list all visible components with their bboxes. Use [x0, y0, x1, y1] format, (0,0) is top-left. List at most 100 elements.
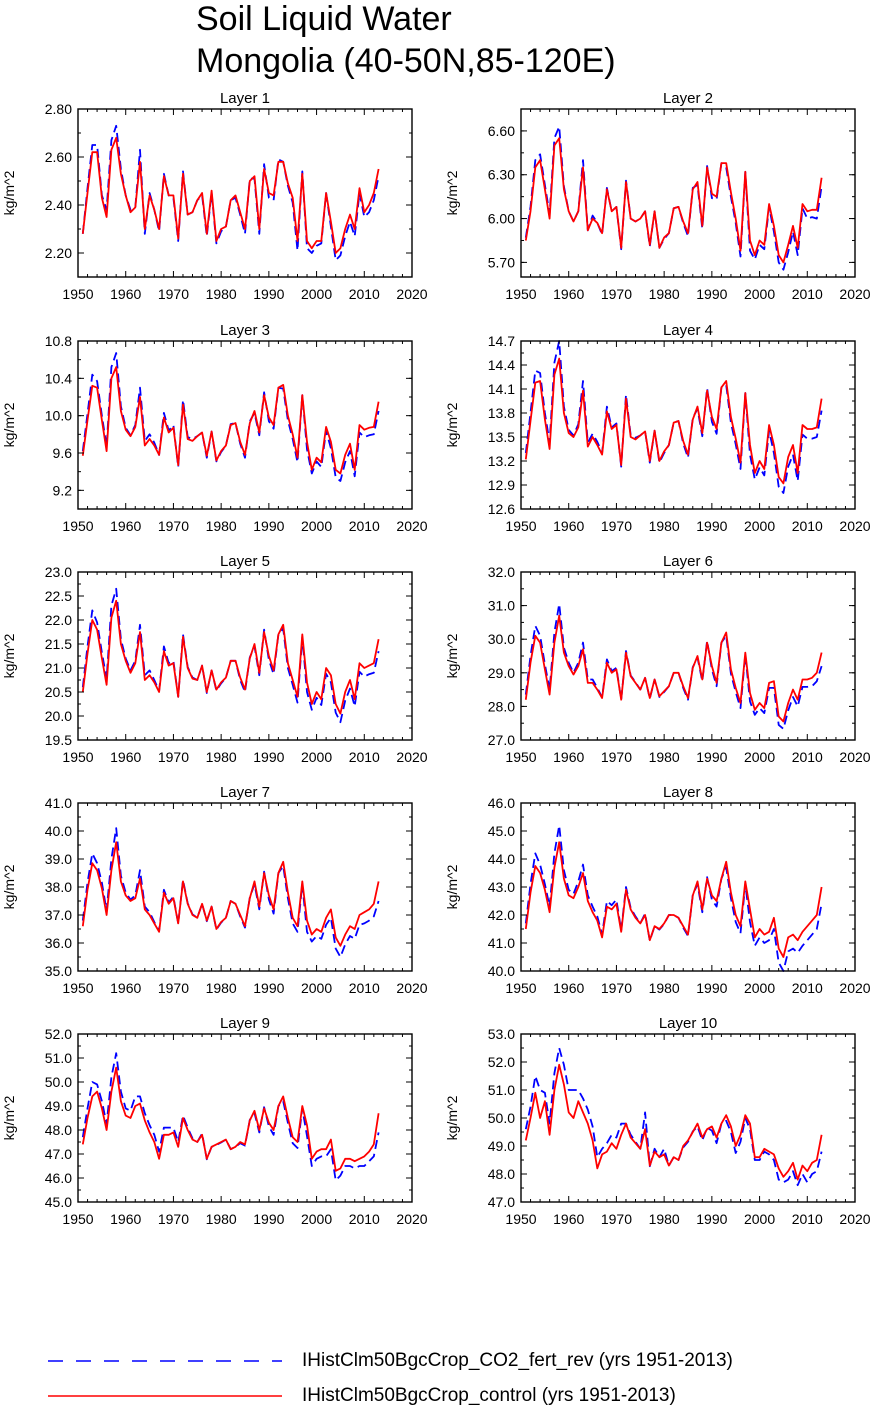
chart-panel-7: Layer 7 kg/m^2 1950 1960 1970 1980 1990 2000 201…: [1, 784, 428, 996]
y-tick-label: 49.0: [45, 1098, 72, 1114]
y-axis-label: kg/m^2: [1, 402, 17, 447]
y-axis-label: kg/m^2: [1, 1095, 17, 1140]
y-axis-label: kg/m^2: [1, 170, 17, 215]
y-tick-label: 41.0: [45, 795, 72, 811]
x-tick-label: 2000: [744, 286, 775, 302]
y-tick-label: 14.7: [488, 333, 515, 349]
y-tick-label: 40.0: [488, 963, 515, 979]
x-tick-label: 1950: [62, 518, 93, 534]
chart-panels: Layer 1 kg/m^2 1950 1960 1970 1980 1990 2000 201…: [1, 90, 871, 1227]
x-tick-label: 1970: [158, 286, 189, 302]
y-tick-label: 20.0: [45, 708, 72, 724]
x-tick-label: 2010: [349, 286, 380, 302]
x-tick-label: 1970: [601, 518, 632, 534]
panel-title: Layer 5: [220, 553, 270, 570]
x-tick-label: 1970: [601, 749, 632, 765]
y-tick-label: 45.0: [488, 823, 515, 839]
x-tick-label: 2010: [349, 980, 380, 996]
y-tick-label: 22.0: [45, 612, 72, 628]
x-tick-label: 2000: [744, 1211, 775, 1227]
y-tick-label: 10.4: [45, 370, 72, 386]
y-tick-label: 51.0: [488, 1082, 515, 1098]
x-tick-label: 1960: [553, 980, 584, 996]
x-tick-label: 2020: [396, 518, 427, 534]
legend-label-control: IHistClm50BgcCrop_control (yrs 1951-2013…: [302, 1385, 676, 1406]
series-co2-fert-rev: [81, 587, 380, 724]
x-tick-label: 2020: [396, 749, 427, 765]
plot-frame: [520, 802, 856, 972]
legend-label-co2-fert-rev: IHistClm50BgcCrop_CO2_fert_rev (yrs 1951…: [302, 1350, 733, 1371]
x-tick-label: 1950: [62, 1211, 93, 1227]
chart-panel-5: Layer 5 kg/m^2 1950 1960 1970 1980 1990 2000 201…: [1, 553, 428, 765]
series-control: [524, 614, 823, 723]
y-tick-label: 12.9: [488, 477, 515, 493]
x-tick-label: 1970: [601, 1211, 632, 1227]
x-tick-label: 1980: [206, 518, 237, 534]
chart-panel-1: Layer 1 kg/m^2 1950 1960 1970 1980 1990 2000 201…: [1, 90, 428, 302]
y-tick-label: 23.0: [45, 564, 72, 580]
panel-title: Layer 2: [663, 90, 713, 107]
y-tick-label: 38.0: [45, 879, 72, 895]
y-tick-label: 21.0: [45, 660, 72, 676]
y-tick-label: 22.5: [45, 588, 72, 604]
x-tick-label: 1950: [505, 980, 536, 996]
x-tick-label: 1990: [696, 1211, 727, 1227]
y-tick-label: 44.0: [488, 851, 515, 867]
series-control: [81, 599, 380, 715]
x-tick-label: 1970: [158, 518, 189, 534]
series-control: [524, 357, 823, 485]
y-tick-label: 2.40: [45, 197, 72, 213]
x-tick-label: 2010: [792, 518, 823, 534]
chart-title-line1: Soil Liquid Water: [196, 0, 452, 38]
x-tick-label: 1970: [158, 749, 189, 765]
panel-title: Layer 9: [220, 1015, 270, 1032]
x-tick-label: 2000: [301, 980, 332, 996]
x-tick-label: 2010: [792, 286, 823, 302]
x-tick-label: 2000: [301, 518, 332, 534]
x-tick-label: 1990: [253, 286, 284, 302]
x-tick-label: 1980: [649, 518, 680, 534]
y-tick-label: 9.2: [53, 482, 73, 498]
y-tick-label: 2.80: [45, 101, 72, 117]
y-tick-label: 50.0: [488, 1110, 515, 1126]
x-tick-label: 1980: [206, 286, 237, 302]
panel-title: Layer 8: [663, 784, 713, 801]
panel-title: Layer 1: [220, 90, 270, 107]
plot-frame: [77, 1033, 413, 1203]
x-tick-label: 1970: [601, 980, 632, 996]
y-tick-label: 13.5: [488, 429, 515, 445]
x-tick-label: 2020: [839, 518, 870, 534]
chart-panel-3: Layer 3 kg/m^2 1950 1960 1970 1980 1990 2000 201…: [1, 322, 428, 534]
x-tick-label: 2010: [349, 1211, 380, 1227]
y-tick-label: 21.5: [45, 636, 72, 652]
y-tick-label: 48.0: [45, 1122, 72, 1138]
y-axis-label: kg/m^2: [444, 170, 460, 215]
series-co2-fert-rev: [524, 824, 823, 972]
y-tick-label: 52.0: [488, 1054, 515, 1070]
x-tick-label: 1990: [253, 749, 284, 765]
x-tick-label: 1970: [158, 1211, 189, 1227]
x-tick-label: 2000: [301, 749, 332, 765]
series-co2-fert-rev: [524, 1047, 823, 1187]
plot-frame: [520, 571, 856, 741]
legend: [48, 1360, 282, 1397]
y-tick-label: 35.0: [45, 963, 72, 979]
x-tick-label: 1950: [505, 749, 536, 765]
plot-frame: [77, 802, 413, 972]
x-tick-label: 2010: [792, 749, 823, 765]
x-tick-label: 1950: [505, 1211, 536, 1227]
x-tick-label: 2010: [792, 1211, 823, 1227]
x-tick-label: 1960: [553, 286, 584, 302]
x-tick-label: 2020: [396, 980, 427, 996]
x-tick-label: 1960: [110, 749, 141, 765]
y-tick-label: 40.0: [45, 823, 72, 839]
y-tick-label: 41.0: [488, 935, 515, 951]
series-co2-fert-rev: [524, 603, 823, 730]
x-tick-label: 2020: [839, 749, 870, 765]
series-control: [81, 841, 380, 947]
chart-panel-8: Layer 8 kg/m^2 1950 1960 1970 1980 1990 2000 201…: [444, 784, 871, 996]
y-tick-label: 14.4: [488, 357, 515, 373]
x-tick-label: 1960: [553, 518, 584, 534]
x-tick-label: 2020: [839, 286, 870, 302]
x-tick-label: 1950: [505, 518, 536, 534]
